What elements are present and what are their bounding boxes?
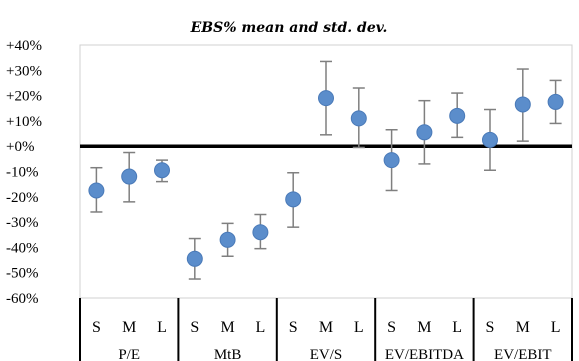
mean-point — [416, 124, 433, 141]
y-tick-label: -60% — [6, 291, 39, 307]
y-tick-label: -30% — [6, 215, 39, 231]
category-label: M — [122, 319, 136, 336]
mean-point — [350, 110, 367, 127]
category-label: S — [486, 319, 495, 336]
y-tick-label: -20% — [6, 190, 39, 206]
category-label: L — [157, 319, 167, 336]
mean-point — [514, 96, 531, 113]
mean-point — [547, 93, 564, 110]
group-label: MtB — [214, 347, 242, 361]
category-label: L — [551, 319, 561, 336]
mean-point — [88, 182, 105, 199]
mean-point — [318, 90, 334, 107]
mean-point — [449, 107, 466, 124]
y-tick-label: +40% — [6, 38, 42, 54]
category-label: M — [516, 319, 530, 336]
category-label: M — [319, 319, 333, 336]
y-tick-label: +0% — [6, 139, 34, 155]
mean-point — [219, 231, 236, 248]
group-label: P/E — [118, 347, 140, 361]
category-label: S — [289, 319, 298, 336]
mean-point — [383, 152, 400, 169]
chart-title: EBS% mean and std. dev. — [190, 20, 388, 36]
y-tick-label: +10% — [6, 114, 42, 130]
category-label: L — [256, 319, 266, 336]
mean-point — [121, 168, 138, 185]
mean-point — [252, 224, 269, 241]
mean-point — [186, 250, 203, 267]
category-label: S — [387, 319, 396, 336]
mean-point — [482, 131, 498, 148]
mean-point — [154, 162, 170, 179]
y-tick-label: -50% — [6, 266, 39, 282]
category-label: L — [354, 319, 364, 336]
category-label: S — [190, 319, 199, 336]
category-label: M — [220, 319, 234, 336]
y-tick-label: +20% — [6, 89, 42, 105]
y-tick-label: +30% — [6, 63, 42, 79]
y-tick-label: -40% — [6, 240, 39, 256]
mean-point — [285, 191, 302, 208]
plot-area: +40% +30% +20% +10% +0% -10% -20% -30% -40% -50% -… — [6, 38, 573, 361]
group-label: EV/S — [310, 347, 343, 361]
category-label: L — [452, 319, 462, 336]
group-label: EV/EBIT — [494, 347, 552, 361]
category-label: M — [417, 319, 431, 336]
y-tick-label: -10% — [6, 165, 39, 181]
group-label: EV/EBITDA — [385, 347, 464, 361]
category-label: S — [92, 319, 101, 336]
